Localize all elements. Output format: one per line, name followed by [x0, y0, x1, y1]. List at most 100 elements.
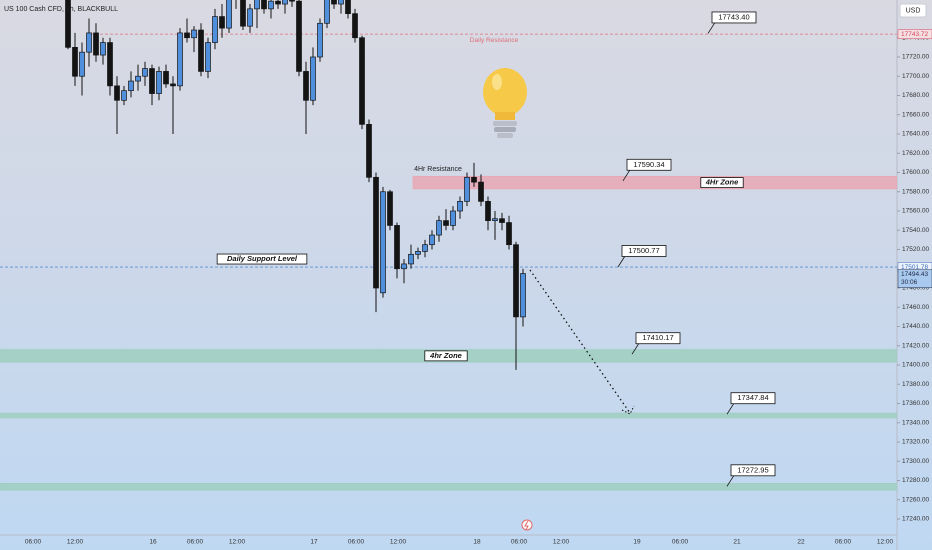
- candles: [65, 0, 526, 370]
- zone: [412, 175, 897, 190]
- candle-body: [352, 13, 358, 39]
- candle-body: [366, 124, 372, 178]
- x-tick-label: 06:00: [835, 539, 852, 546]
- arrow-head: [621, 405, 635, 415]
- candle-body: [296, 0, 302, 72]
- candle-body: [394, 225, 400, 270]
- callout-label: 17590.34: [633, 160, 664, 169]
- level-label: Daily Support Level: [227, 254, 298, 263]
- x-tick-label: 17: [310, 539, 318, 546]
- candle-body: [240, 0, 246, 27]
- candle-body: [254, 0, 260, 10]
- candle-body: [226, 0, 232, 29]
- x-tick-label: 16: [149, 539, 157, 546]
- currency-box: [899, 3, 927, 18]
- callout-label: 17347.84: [737, 393, 768, 402]
- candle-body: [471, 176, 477, 183]
- y-tick-label: 17480.00: [902, 285, 929, 292]
- candle-body: [79, 51, 85, 77]
- callout-label: 17410.17: [642, 333, 673, 342]
- projection-arrow: [529, 269, 631, 414]
- y-tick-label: 17720.00: [902, 54, 929, 61]
- x-tick-label: 12:00: [553, 539, 570, 546]
- candle-body: [114, 85, 120, 101]
- candle-body: [457, 201, 463, 212]
- zone: [0, 483, 897, 491]
- y-tick-label: 17360.00: [902, 400, 929, 407]
- candle-body: [156, 71, 162, 94]
- x-tick-label: 12:00: [67, 539, 84, 546]
- lightbulb-icon: [483, 68, 527, 138]
- label-box: [216, 253, 308, 265]
- level-label: 4hr Zone: [429, 351, 462, 360]
- price-tag: [897, 29, 932, 39]
- y-tick-label: 17700.00: [902, 73, 929, 80]
- y-tick-label: 17620.00: [902, 150, 929, 157]
- callout-pointer: [617, 255, 626, 268]
- candle-body: [142, 68, 148, 77]
- x-tick-label: 19: [633, 539, 641, 546]
- label-box: [621, 245, 667, 257]
- candle-body: [184, 32, 190, 39]
- candle-body: [93, 32, 99, 56]
- level-note: 4Hr Resistance: [414, 166, 462, 173]
- y-tick-label: 17440.00: [902, 323, 929, 330]
- candle-body: [268, 0, 274, 10]
- callout-pointer: [726, 403, 735, 415]
- y-tick-label: 17420.00: [902, 342, 929, 349]
- replay-icon: [521, 519, 533, 531]
- callout-label: 17743.40: [718, 12, 749, 21]
- callout-pointer: [726, 475, 735, 487]
- candle-body: [121, 90, 127, 101]
- x-tick-label: 06:00: [348, 539, 365, 546]
- candle-body: [247, 8, 253, 27]
- candle-body: [359, 37, 365, 125]
- y-tick-label: 17540.00: [902, 227, 929, 234]
- price-tag-label: 17501.78: [901, 264, 928, 271]
- candle-body: [149, 68, 155, 94]
- x-tick-label: 12:00: [877, 539, 894, 546]
- candle-body: [450, 210, 456, 226]
- candle-body: [331, 0, 337, 5]
- candle-body: [128, 80, 134, 92]
- x-tick-label: 06:00: [672, 539, 689, 546]
- x-tick-label: 21: [733, 539, 741, 546]
- callout-pointer: [622, 169, 631, 182]
- y-tick-label: 17240.00: [902, 516, 929, 523]
- y-tick-label: 17600.00: [902, 169, 929, 176]
- label-box: [730, 392, 776, 405]
- x-tick-label: 06:00: [511, 539, 528, 546]
- y-tick-label: 17580.00: [902, 188, 929, 195]
- candle-body: [485, 201, 491, 221]
- candle-body: [387, 191, 393, 226]
- candle-body: [401, 263, 407, 270]
- candle-body: [303, 71, 309, 101]
- y-tick-label: 17640.00: [902, 131, 929, 138]
- candle-body: [100, 42, 106, 56]
- candle-body: [177, 32, 183, 87]
- label-box: [635, 332, 681, 345]
- currency-label: USD: [906, 7, 921, 14]
- x-tick-label: 22: [797, 539, 805, 546]
- label-box: [700, 177, 744, 189]
- candle-body: [429, 234, 435, 246]
- price-tag-label: 17494.43: [901, 271, 928, 278]
- candle-body: [191, 29, 197, 39]
- candle-body: [373, 176, 379, 289]
- level-label: Daily Resistance: [470, 37, 519, 44]
- candle-body: [464, 176, 470, 202]
- candle-body: [506, 222, 512, 246]
- chart-title: US 100 Cash CFD, 1h, BLACKBULL: [4, 6, 118, 13]
- candle-body: [310, 56, 316, 101]
- y-tick-label: 17520.00: [902, 246, 929, 253]
- x-tick-label: 12:00: [229, 539, 246, 546]
- label-box: [424, 350, 468, 362]
- candle-body: [198, 29, 204, 72]
- candle-body: [520, 273, 526, 318]
- candle-body: [212, 16, 218, 43]
- countdown: 30:06: [901, 279, 918, 286]
- candle-body: [170, 83, 176, 87]
- zone: [0, 412, 897, 419]
- x-tick-label: 06:00: [25, 539, 42, 546]
